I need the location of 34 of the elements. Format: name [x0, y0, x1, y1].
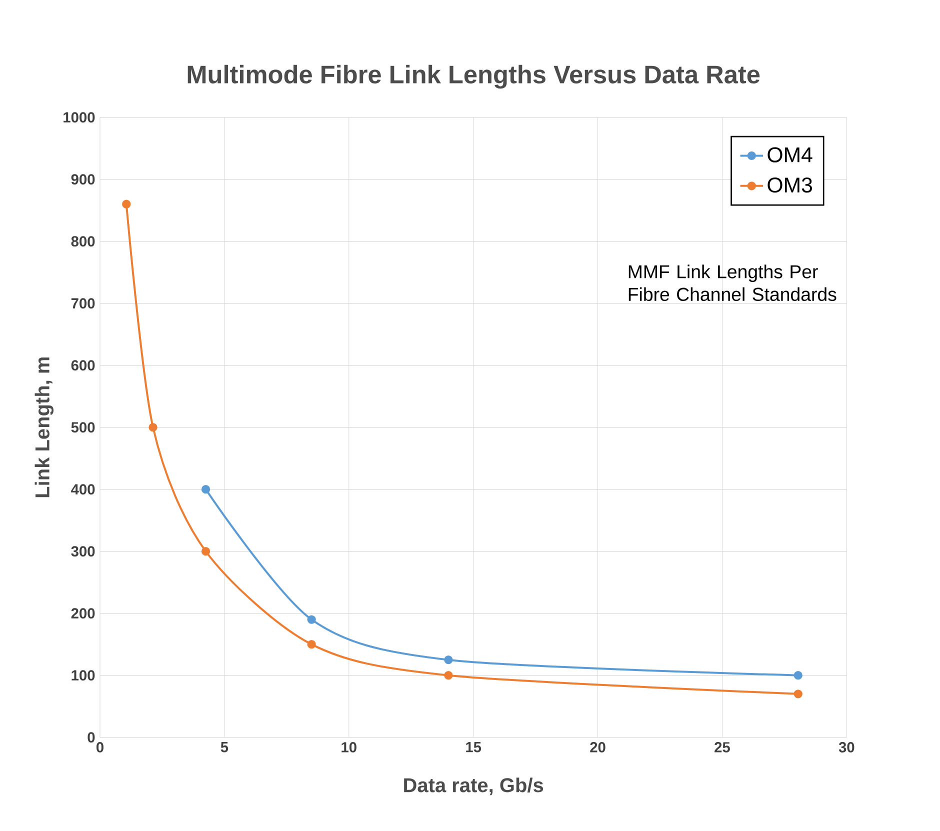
legend-label: OM4 — [768, 147, 812, 163]
y-tick-label: 500 — [71, 422, 95, 433]
point — [794, 690, 802, 698]
point — [201, 485, 210, 494]
y-tick-label: 300 — [71, 546, 95, 557]
point — [148, 423, 158, 432]
annotation: MMF Link Lengths Per Fibre Channel Standards — [628, 264, 836, 302]
y-tick-label: 1000 — [64, 112, 95, 123]
chart-title: Multimode Fibre Link Lengths Versus Data Rate — [188, 65, 760, 89]
point — [444, 671, 453, 680]
x-tick-label: 5 — [220, 742, 228, 752]
point — [444, 656, 453, 664]
point — [122, 200, 131, 209]
point — [201, 547, 210, 556]
point — [307, 615, 316, 624]
y-tick-label: 600 — [71, 360, 95, 371]
y-tick-label: 900 — [71, 174, 95, 185]
legend-label: OM3 — [768, 178, 812, 193]
x-tick-label: 25 — [714, 742, 730, 753]
x-axis-title: Data rate, Gb/s — [404, 778, 544, 796]
point — [794, 671, 802, 680]
y-tick-label: 400 — [71, 484, 95, 495]
x-tick-label: 20 — [590, 742, 606, 753]
y-tick-label: 200 — [71, 608, 95, 619]
point — [307, 640, 316, 649]
y-tick-label: 700 — [71, 298, 95, 309]
y-tick-label: 0 — [88, 732, 95, 743]
y-tick-label: 800 — [71, 236, 95, 247]
y-tick-label: 100 — [72, 670, 95, 681]
x-tick-label: 15 — [466, 742, 482, 752]
x-tick-label: 0 — [96, 742, 104, 753]
x-tick-label: 10 — [342, 742, 356, 753]
y-axis-title: Link Length, m — [34, 358, 54, 498]
x-tick-label: 30 — [838, 742, 854, 753]
